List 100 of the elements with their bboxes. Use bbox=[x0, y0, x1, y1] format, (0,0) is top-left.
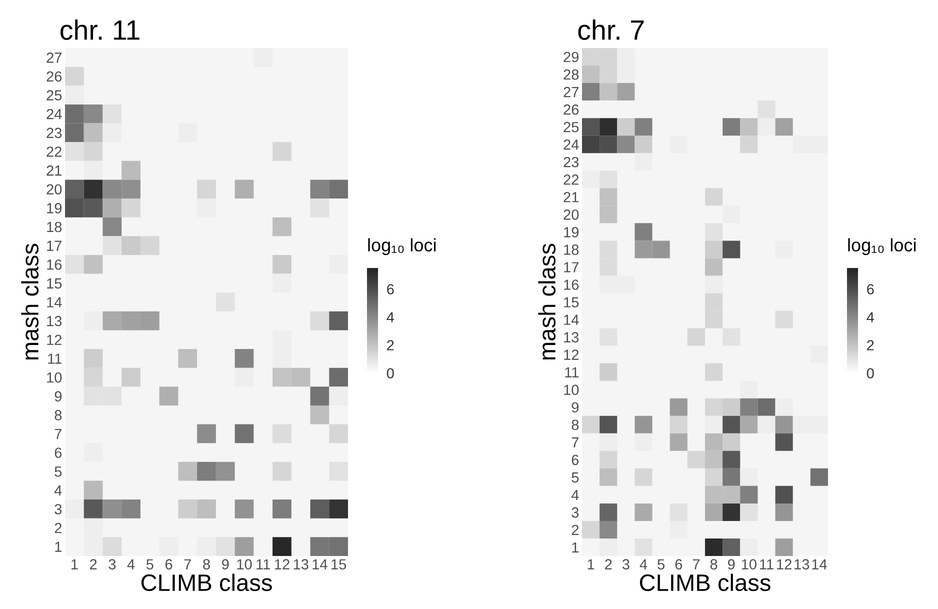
color-bar-label: 4 bbox=[866, 312, 874, 322]
y-tick-label: 10 bbox=[47, 372, 62, 383]
y-tick-label: 24 bbox=[46, 108, 62, 120]
x-tick-label: 11 bbox=[760, 559, 774, 570]
y-tick-label: 19 bbox=[564, 227, 579, 238]
y-tick-label: 2 bbox=[54, 522, 62, 534]
x-axis-title: CLIMB class bbox=[141, 574, 272, 592]
x-tick-label: 1 bbox=[71, 559, 78, 570]
y-tick-label: 12 bbox=[564, 350, 578, 360]
y-tick-label: 13 bbox=[564, 332, 579, 342]
y-tick-label: 23 bbox=[564, 156, 579, 168]
x-tick-label: 4 bbox=[127, 559, 135, 570]
y-tick-label: 4 bbox=[54, 485, 62, 496]
y-tick-label: 26 bbox=[46, 71, 62, 82]
y-tick-label: 7 bbox=[54, 428, 62, 439]
y-tick-label: 1 bbox=[55, 542, 62, 552]
y-tick-label: 6 bbox=[572, 454, 579, 466]
y-tick-label: 20 bbox=[46, 184, 62, 195]
color-bar-label: 6 bbox=[867, 284, 874, 294]
x-tick-label: 13 bbox=[794, 559, 810, 570]
x-tick-label: 15 bbox=[332, 559, 346, 570]
x-tick-label: 6 bbox=[675, 559, 682, 570]
y-tick-label: 22 bbox=[564, 174, 578, 185]
x-tick-label: 14 bbox=[312, 559, 328, 570]
x-tick-label: 9 bbox=[728, 559, 735, 570]
y-tick-label: 27 bbox=[564, 86, 578, 98]
y-tick-label: 16 bbox=[564, 280, 579, 290]
x-tick-label: 7 bbox=[692, 559, 700, 570]
y-tick-label: 11 bbox=[48, 354, 62, 364]
x-tick-label: 3 bbox=[108, 559, 116, 570]
y-tick-label: 4 bbox=[571, 490, 579, 500]
color-bar-label: 2 bbox=[867, 340, 874, 350]
color-bar-label: 0 bbox=[866, 368, 874, 378]
y-tick-label: 15 bbox=[47, 278, 62, 289]
y-tick-label: 2 bbox=[572, 524, 578, 536]
x-tick-label: 12 bbox=[274, 559, 290, 570]
y-tick-label: 24 bbox=[564, 139, 579, 150]
x-tick-label: 5 bbox=[658, 559, 665, 570]
y-tick-label: 27 bbox=[46, 52, 62, 63]
y-tick-label: 9 bbox=[572, 402, 579, 413]
y-tick-label: 15 bbox=[564, 297, 579, 308]
legend-title: log₁₀ loci bbox=[368, 238, 436, 256]
y-tick-label: 18 bbox=[47, 222, 62, 232]
y-tick-label: 8 bbox=[572, 420, 579, 430]
x-tick-label: 10 bbox=[237, 559, 252, 570]
x-tick-label: 9 bbox=[222, 559, 229, 570]
y-tick-label: 23 bbox=[46, 128, 62, 138]
x-tick-label: 8 bbox=[710, 559, 718, 570]
chart-title: chr. 11 bbox=[60, 20, 140, 40]
y-tick-label: 9 bbox=[54, 391, 62, 402]
y-tick-label: 11 bbox=[565, 367, 579, 378]
y-tick-label: 14 bbox=[47, 297, 62, 308]
y-tick-label: 17 bbox=[564, 262, 578, 272]
x-tick-label: 4 bbox=[640, 559, 648, 570]
chart-title: chr. 7 bbox=[578, 20, 644, 40]
y-tick-label: 13 bbox=[47, 316, 62, 326]
x-tick-label: 10 bbox=[742, 559, 756, 570]
y-tick-label: 21 bbox=[46, 165, 62, 176]
x-tick-label: 7 bbox=[184, 559, 191, 570]
x-tick-label: 8 bbox=[203, 559, 210, 570]
x-tick-label: 1 bbox=[588, 559, 594, 570]
y-tick-label: 19 bbox=[47, 203, 62, 214]
y-tick-label: 5 bbox=[54, 466, 62, 477]
x-tick-label: 2 bbox=[90, 559, 97, 570]
y-tick-label: 12 bbox=[47, 334, 62, 345]
y-tick-label: 20 bbox=[564, 210, 579, 220]
y-tick-label: 29 bbox=[564, 52, 579, 62]
y-tick-label: 1 bbox=[572, 542, 579, 553]
x-tick-label: 3 bbox=[622, 559, 630, 570]
y-tick-label: 3 bbox=[54, 504, 62, 514]
y-tick-label: 3 bbox=[572, 507, 579, 518]
color-bar-label: 0 bbox=[386, 368, 394, 378]
y-tick-label: 6 bbox=[54, 448, 62, 458]
y-tick-label: 8 bbox=[54, 410, 62, 420]
x-tick-label: 6 bbox=[165, 559, 172, 570]
color-bar-label: 4 bbox=[386, 312, 394, 322]
y-tick-label: 21 bbox=[564, 192, 579, 202]
y-tick-label: 28 bbox=[564, 69, 579, 80]
y-tick-label: 18 bbox=[564, 244, 579, 255]
y-axis-title: mash class bbox=[538, 244, 556, 360]
y-tick-label: 26 bbox=[564, 104, 579, 115]
x-tick-label: 13 bbox=[294, 559, 308, 570]
x-tick-label: 12 bbox=[777, 559, 792, 570]
y-tick-label: 25 bbox=[46, 90, 62, 100]
y-tick-label: 14 bbox=[564, 314, 579, 325]
legend-title: log₁₀ loci bbox=[848, 238, 916, 256]
color-bar-label: 2 bbox=[387, 340, 394, 350]
y-tick-label: 17 bbox=[47, 240, 62, 251]
y-tick-label: 10 bbox=[564, 384, 579, 396]
y-axis-title: mash class bbox=[21, 244, 39, 360]
y-tick-label: 7 bbox=[572, 437, 578, 448]
color-bar-label: 6 bbox=[387, 284, 394, 294]
x-tick-label: 11 bbox=[256, 559, 270, 570]
x-tick-label: 14 bbox=[812, 559, 827, 570]
x-tick-label: 2 bbox=[605, 559, 612, 570]
x-axis-title: CLIMB class bbox=[640, 574, 770, 592]
y-tick-label: 16 bbox=[47, 259, 62, 270]
y-tick-label: 22 bbox=[46, 146, 62, 157]
x-tick-label: 5 bbox=[146, 559, 154, 570]
y-tick-label: 5 bbox=[572, 472, 579, 483]
